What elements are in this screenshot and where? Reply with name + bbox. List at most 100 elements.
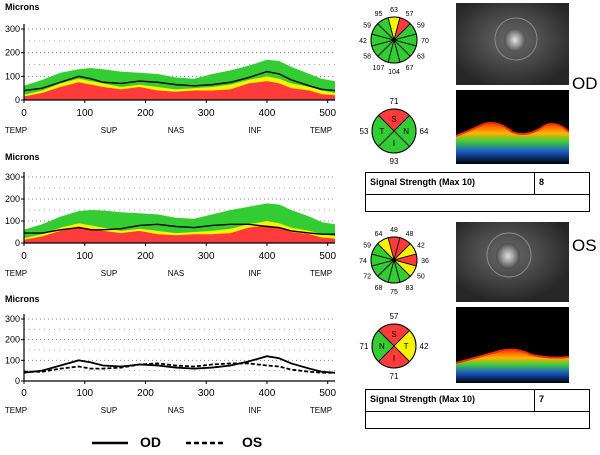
x-tick-label: 400 (259, 388, 276, 399)
pie-value-label: 53 (360, 127, 369, 136)
pie-value-label: 36 (421, 258, 429, 265)
y-axis-title: Microns (5, 2, 40, 12)
od-eye-label: OD (572, 74, 598, 93)
pie-outline (370, 16, 418, 64)
od-oct-scan (456, 90, 569, 164)
region-label: TEMP (5, 406, 27, 415)
os-quadrants-pie: 57 S 42 T 71 I 71 N (360, 312, 429, 381)
x-tick-label: 0 (21, 388, 27, 399)
pie-value-label: 59 (363, 243, 371, 250)
x-tick-label: 0 (21, 251, 27, 262)
pie-value-label: 50 (417, 274, 425, 281)
od-fundus-drawing (456, 3, 569, 85)
region-label: TEMP (5, 269, 27, 278)
pie-value-label: 48 (406, 231, 414, 238)
y-axis-title: Microns (5, 152, 40, 162)
pie-value-label: 58 (363, 54, 371, 61)
region-label: NAS (168, 269, 184, 278)
os-fundus-drawing (456, 222, 569, 302)
pie-value-label: 63 (390, 7, 398, 14)
pie-value-label: 71 (360, 342, 369, 351)
pie-value-label: 71 (390, 97, 399, 106)
y-tick-label: 300 (5, 24, 20, 34)
os-oct-drawing (456, 348, 569, 383)
pie-value-label: 64 (420, 127, 429, 136)
od-signal-divider (534, 173, 535, 194)
pie-quadrant-label: T (404, 342, 409, 351)
y-axis-title: Microns (5, 294, 40, 304)
legend-os-line (186, 441, 226, 445)
pie-value-label: 67 (406, 65, 414, 72)
od-signal-row: Signal Strength (Max 10) 8 (366, 173, 589, 195)
x-tick-label: 100 (76, 108, 93, 119)
x-tick-label: 300 (198, 251, 215, 262)
pie-value-label: 68 (375, 285, 383, 292)
series-line-os (24, 223, 335, 235)
od-signal-label: Signal Strength (Max 10) (370, 177, 476, 187)
pie-value-label: 48 (390, 227, 398, 234)
region-label: TEMP (310, 406, 332, 415)
band-red (24, 81, 335, 100)
region-label: INF (249, 126, 262, 135)
y-tick-label: 200 (5, 335, 20, 345)
pie-value-label: 107 (373, 65, 385, 72)
pie-value-label: 93 (390, 157, 399, 166)
legend: OD OS (90, 434, 320, 454)
x-tick-label: 100 (76, 251, 93, 262)
pie-value-label: 57 (406, 11, 414, 18)
legend-od-line (92, 441, 128, 445)
pie-value-label: 104 (388, 69, 400, 76)
x-tick-label: 400 (259, 251, 276, 262)
region-label: NAS (168, 406, 184, 415)
region-label: TEMP (310, 126, 332, 135)
os-signal-value: 7 (539, 394, 545, 404)
od-signal-value: 8 (539, 177, 545, 187)
pie-value-label: 42 (417, 243, 425, 250)
region-label: TEMP (310, 269, 332, 278)
y-tick-label: 300 (5, 172, 20, 182)
pie-value-label: 63 (417, 54, 425, 61)
pie-outline (371, 108, 417, 154)
region-label: SUP (101, 126, 117, 135)
band-red (24, 225, 335, 243)
pie-outline (370, 236, 418, 284)
pie-value-label: 59 (417, 23, 425, 30)
pie-value-label: 42 (420, 342, 429, 351)
os-signal-divider (534, 390, 535, 411)
region-label: INF (249, 269, 262, 278)
series-line-od (23, 355, 336, 374)
od-quadrants-pie: 71 S 64 N 93 I 53 T (360, 97, 429, 166)
pie-value-label: 70 (421, 38, 429, 45)
pie-quadrant-label: N (403, 127, 409, 136)
region-label: INF (249, 406, 262, 415)
pie-value-label: 75 (390, 289, 398, 296)
y-tick-label: 0 (15, 238, 20, 248)
pie-value-label: 59 (363, 23, 371, 30)
y-tick-label: 100 (5, 71, 20, 81)
os-signal-row: Signal Strength (Max 10) 7 (366, 390, 589, 412)
pie-value-label: 95 (375, 11, 383, 18)
pie-quadrant-label: S (391, 115, 396, 124)
x-tick-label: 100 (76, 388, 93, 399)
pie-quadrant-label: I (393, 139, 395, 148)
series-line-os (24, 362, 335, 374)
x-tick-label: 500 (319, 251, 336, 262)
x-tick-label: 500 (319, 108, 336, 119)
pie-value-label: 74 (359, 258, 367, 265)
pie-value-label: 83 (406, 285, 414, 292)
series-line-od (23, 70, 336, 92)
x-tick-label: 500 (319, 388, 336, 399)
pie-quadrant-label: S (391, 330, 396, 339)
y-tick-label: 0 (15, 376, 20, 386)
y-tick-label: 200 (5, 194, 20, 204)
os-oct-scan (456, 307, 569, 383)
od-fundus-image (456, 3, 569, 85)
x-tick-label: 300 (198, 108, 215, 119)
pie-outline (371, 323, 417, 369)
od-os-overlay-chart: Microns 0 100 200 300 0 100 200 300 400 500 TEMP SUP… (5, 294, 337, 415)
region-label: TEMP (5, 126, 27, 135)
x-tick-label: 200 (137, 388, 154, 399)
x-tick-label: 200 (137, 251, 154, 262)
